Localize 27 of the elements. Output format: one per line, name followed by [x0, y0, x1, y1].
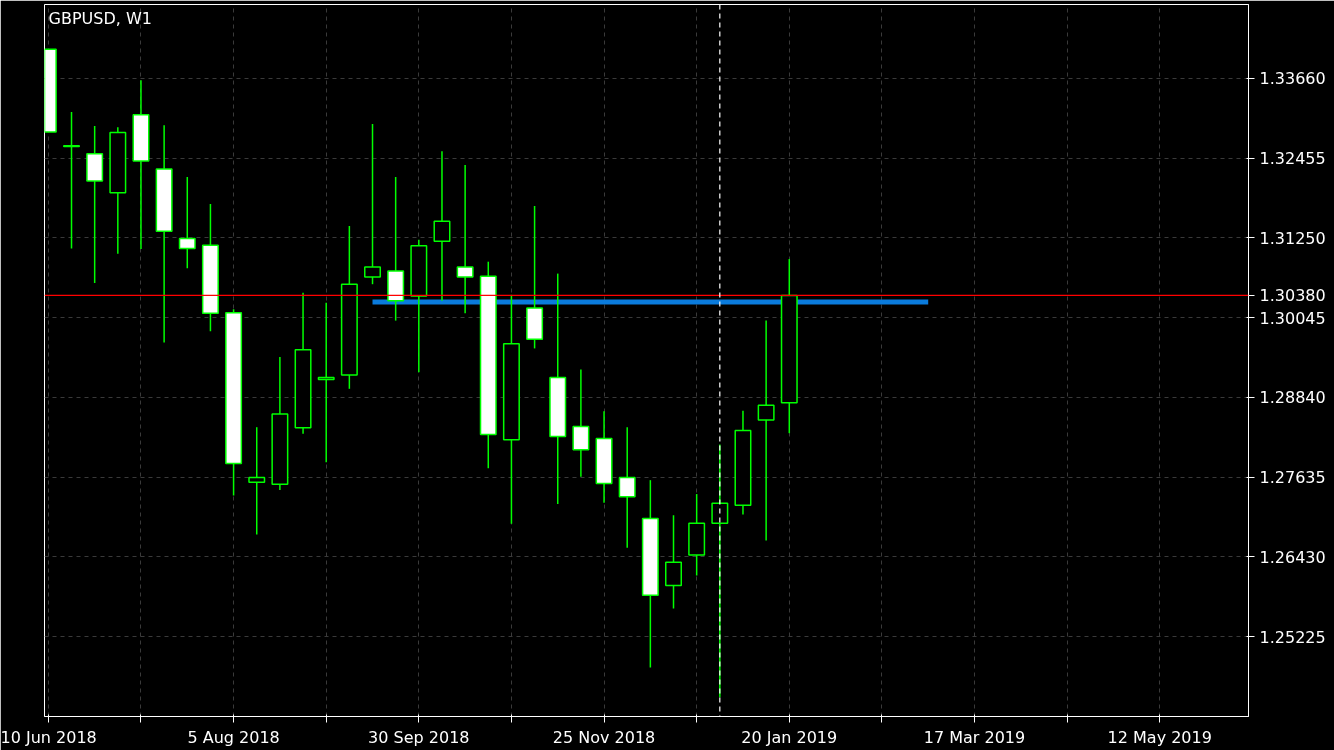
- candlestick: [63, 111, 81, 250]
- x-tick-label: 12 May 2019: [1107, 727, 1212, 747]
- y-tick-label: 1.25225: [1259, 627, 1326, 647]
- y-tick-label: 1.28840: [1259, 388, 1326, 408]
- y-tick-label: 1.27635: [1259, 468, 1326, 488]
- candlestick: [665, 514, 683, 610]
- y-tick-label: 1.32455: [1259, 149, 1326, 169]
- x-tick-label: 20 Jan 2019: [741, 727, 838, 747]
- ref-line-label: 1.30380: [1259, 286, 1326, 306]
- candlestick: [248, 426, 266, 536]
- candlestick: [456, 164, 474, 315]
- candlestick: [572, 368, 590, 478]
- x-tick-label: 17 Mar 2019: [923, 727, 1026, 747]
- x-tick-label: 10 Jun 2018: [0, 727, 97, 747]
- x-tick-label: 25 Nov 2018: [552, 727, 656, 747]
- x-tick-label: 5 Aug 2018: [187, 727, 280, 747]
- y-tick-label: 1.30045: [1259, 308, 1326, 328]
- y-tick-label: 1.31250: [1259, 228, 1326, 248]
- candlestick: [433, 150, 451, 302]
- candlestick: [178, 176, 196, 270]
- x-tick-label: 30 Sep 2018: [368, 727, 470, 747]
- candlestick: [618, 426, 636, 549]
- y-tick-label: 1.26430: [1259, 547, 1326, 567]
- chart-title: GBPUSD, W1: [48, 8, 152, 28]
- y-tick-label: 1.33660: [1259, 69, 1326, 89]
- candlestick: [757, 319, 775, 542]
- candlestick: [364, 123, 382, 285]
